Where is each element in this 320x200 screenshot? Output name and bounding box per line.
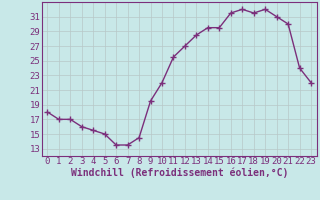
X-axis label: Windchill (Refroidissement éolien,°C): Windchill (Refroidissement éolien,°C) (70, 168, 288, 178)
